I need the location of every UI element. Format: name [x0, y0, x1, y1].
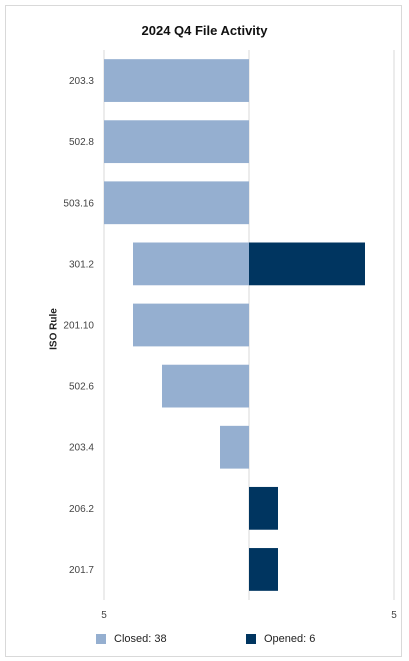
bar-closed [133, 303, 249, 347]
y-tick-label: 203.4 [69, 443, 94, 454]
bar-closed [104, 181, 249, 225]
y-tick-label: 502.8 [69, 137, 94, 148]
y-tick-label: 503.16 [63, 198, 94, 209]
legend-swatch-closed [96, 634, 106, 644]
bar-closed [104, 120, 249, 164]
y-tick-label: 203.3 [69, 76, 94, 87]
chart-title: 2024 Q4 File Activity [141, 23, 268, 38]
bar-closed [104, 59, 249, 102]
legend-item-opened: Opened: 6 [246, 633, 315, 645]
legend: Closed: 38 Opened: 6 [0, 633, 409, 655]
legend-item-closed: Closed: 38 [96, 633, 167, 645]
bar-closed [220, 425, 249, 469]
bar-opened [249, 242, 365, 286]
legend-label-closed: Closed: 38 [114, 633, 167, 645]
legend-label-opened: Opened: 6 [264, 633, 316, 645]
y-tick-label: 206.2 [69, 504, 94, 515]
x-tick-label: 5 [101, 610, 107, 621]
y-tick-label: 301.2 [69, 259, 94, 270]
bar-closed [162, 364, 249, 408]
y-tick-label: 502.6 [69, 382, 94, 393]
bar-closed [133, 242, 249, 286]
y-tick-label: 201.10 [63, 321, 94, 332]
x-tick-label: 5 [391, 610, 397, 621]
bar-opened [249, 548, 278, 591]
y-tick-label: 201.7 [69, 565, 94, 576]
bar-opened [249, 486, 278, 530]
legend-swatch-opened [246, 634, 256, 644]
